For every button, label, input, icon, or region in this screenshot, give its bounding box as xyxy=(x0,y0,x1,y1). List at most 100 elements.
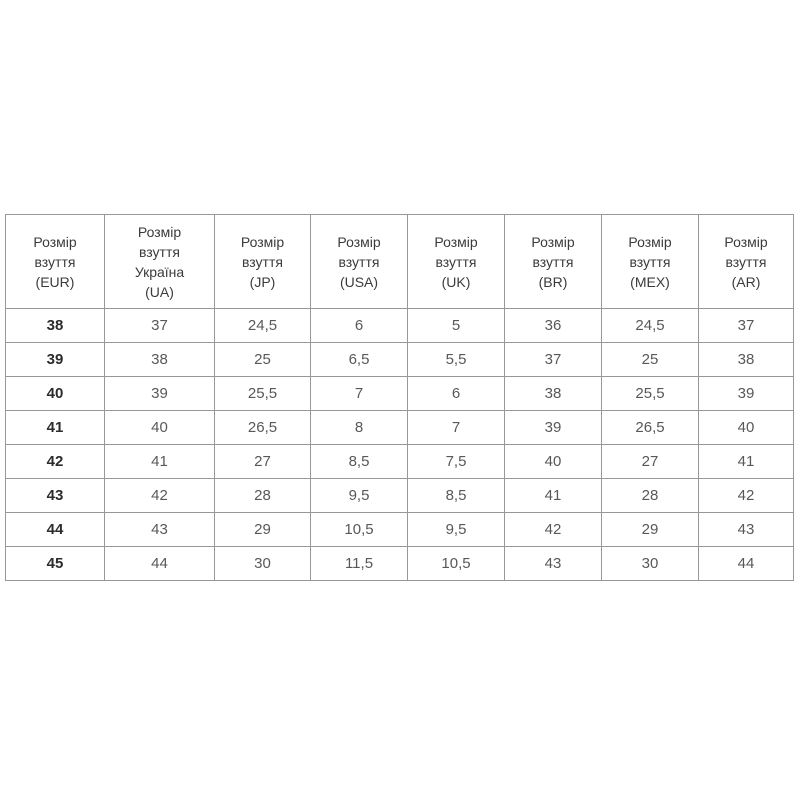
header-label-line: (UK) xyxy=(441,273,471,290)
size-cell-ua: 39 xyxy=(104,376,215,411)
eur-size-cell: 39 xyxy=(5,342,105,377)
size-cell-usa: 9,5 xyxy=(310,478,408,513)
header-label-line: Україна xyxy=(134,263,185,280)
header-label-line: взуття xyxy=(725,253,767,270)
header-label-line: Розмір xyxy=(33,233,77,250)
header-label-line: Розмір xyxy=(240,233,285,250)
header-cell-uk: Розмір взуття (UK) xyxy=(407,214,505,309)
eur-size-cell: 38 xyxy=(5,308,105,343)
header-row: Розмір взуття (EUR) Розмір взуття Україна (UA)… xyxy=(5,214,794,309)
size-cell-jp: 30 xyxy=(214,546,311,581)
size-cell-br: 37 xyxy=(504,342,602,377)
table-row: 41 40 26,5 8 7 39 26,5 40 xyxy=(5,410,794,445)
size-cell-jp: 28 xyxy=(214,478,311,513)
size-cell-uk: 5 xyxy=(407,308,505,343)
header-cell-jp: Розмір взуття (JP) xyxy=(214,214,311,309)
size-cell-mex: 29 xyxy=(601,512,699,547)
size-cell-mex: 27 xyxy=(601,444,699,479)
header-cell-br: Розмір взуття (BR) xyxy=(504,214,602,309)
header-cell-usa: Розмір взуття (USA) xyxy=(310,214,408,309)
size-cell-usa: 8,5 xyxy=(310,444,408,479)
header-cell-ar: Розмір взуття (AR) xyxy=(698,214,794,309)
header-label-line: (USA) xyxy=(339,273,379,290)
size-cell-br: 41 xyxy=(504,478,602,513)
size-cell-ar: 40 xyxy=(698,410,794,445)
header-label-line: (UA) xyxy=(145,283,174,300)
eur-size-cell: 41 xyxy=(5,410,105,445)
size-cell-mex: 24,5 xyxy=(601,308,699,343)
size-cell-br: 40 xyxy=(504,444,602,479)
size-cell-mex: 30 xyxy=(601,546,699,581)
size-cell-ua: 40 xyxy=(104,410,215,445)
eur-size-cell: 42 xyxy=(5,444,105,479)
size-cell-br: 42 xyxy=(504,512,602,547)
size-cell-br: 36 xyxy=(504,308,602,343)
size-cell-jp: 24,5 xyxy=(214,308,311,343)
size-cell-ar: 43 xyxy=(698,512,794,547)
header-label-line: взуття xyxy=(338,253,380,270)
size-cell-jp: 26,5 xyxy=(214,410,311,445)
header-label-line: (AR) xyxy=(731,273,761,290)
size-cell-mex: 26,5 xyxy=(601,410,699,445)
size-cell-br: 43 xyxy=(504,546,602,581)
header-cell-eur: Розмір взуття (EUR) xyxy=(5,214,105,309)
shoe-size-conversion-table: Розмір взуття (EUR) Розмір взуття Україна (UA)… xyxy=(5,214,794,581)
header-label-line: Розмір xyxy=(434,233,478,250)
size-cell-uk: 6 xyxy=(407,376,505,411)
table-row: 39 38 25 6,5 5,5 37 25 38 xyxy=(5,342,794,377)
size-cell-usa: 7 xyxy=(310,376,408,411)
header-label-line: (EUR) xyxy=(35,273,75,290)
header-label-line: взуття xyxy=(629,253,671,270)
size-cell-ua: 41 xyxy=(104,444,215,479)
size-cell-usa: 8 xyxy=(310,410,408,445)
size-cell-ar: 42 xyxy=(698,478,794,513)
size-cell-usa: 6 xyxy=(310,308,408,343)
size-cell-uk: 7 xyxy=(407,410,505,445)
size-cell-ua: 37 xyxy=(104,308,215,343)
header-label-line: взуття xyxy=(532,253,574,270)
size-cell-usa: 10,5 xyxy=(310,512,408,547)
header-label-line: Розмір xyxy=(137,223,182,240)
table-row: 43 42 28 9,5 8,5 41 28 42 xyxy=(5,478,794,513)
size-cell-mex: 28 xyxy=(601,478,699,513)
header-label-line: (BR) xyxy=(538,273,568,290)
table-row: 38 37 24,5 6 5 36 24,5 37 xyxy=(5,308,794,343)
header-label-line: взуття xyxy=(34,253,76,270)
table-row: 45 44 30 11,5 10,5 43 30 44 xyxy=(5,546,794,581)
eur-size-cell: 45 xyxy=(5,546,105,581)
eur-size-cell: 40 xyxy=(5,376,105,411)
table-row: 40 39 25,5 7 6 38 25,5 39 xyxy=(5,376,794,411)
size-cell-jp: 25 xyxy=(214,342,311,377)
size-cell-ar: 37 xyxy=(698,308,794,343)
header-label-line: Розмір xyxy=(628,233,672,250)
size-cell-jp: 25,5 xyxy=(214,376,311,411)
eur-size-cell: 44 xyxy=(5,512,105,547)
size-cell-ar: 39 xyxy=(698,376,794,411)
eur-size-cell: 43 xyxy=(5,478,105,513)
table-header: Розмір взуття (EUR) Розмір взуття Україна (UA)… xyxy=(5,214,794,309)
size-cell-ar: 44 xyxy=(698,546,794,581)
header-cell-ua: Розмір взуття Україна (UA) xyxy=(104,214,215,309)
size-cell-jp: 27 xyxy=(214,444,311,479)
size-cell-jp: 29 xyxy=(214,512,311,547)
size-cell-usa: 11,5 xyxy=(310,546,408,581)
size-cell-uk: 7,5 xyxy=(407,444,505,479)
size-cell-uk: 9,5 xyxy=(407,512,505,547)
header-label-line: Розмір xyxy=(531,233,575,250)
header-cell-mex: Розмір взуття (MEX) xyxy=(601,214,699,309)
header-label-line: взуття xyxy=(139,243,180,260)
header-label-line: взуття xyxy=(242,253,283,270)
size-cell-ar: 41 xyxy=(698,444,794,479)
header-label-line: Розмір xyxy=(724,233,768,250)
header-label-line: (JP) xyxy=(249,273,276,290)
size-cell-br: 39 xyxy=(504,410,602,445)
table-row: 44 43 29 10,5 9,5 42 29 43 xyxy=(5,512,794,547)
size-cell-ua: 42 xyxy=(104,478,215,513)
size-cell-ar: 38 xyxy=(698,342,794,377)
size-cell-ua: 38 xyxy=(104,342,215,377)
size-cell-ua: 44 xyxy=(104,546,215,581)
size-cell-ua: 43 xyxy=(104,512,215,547)
size-cell-mex: 25 xyxy=(601,342,699,377)
table-body: 38 37 24,5 6 5 36 24,5 37 39 38 25 6,5 5,5 37 25 38 40 39… xyxy=(5,308,794,581)
